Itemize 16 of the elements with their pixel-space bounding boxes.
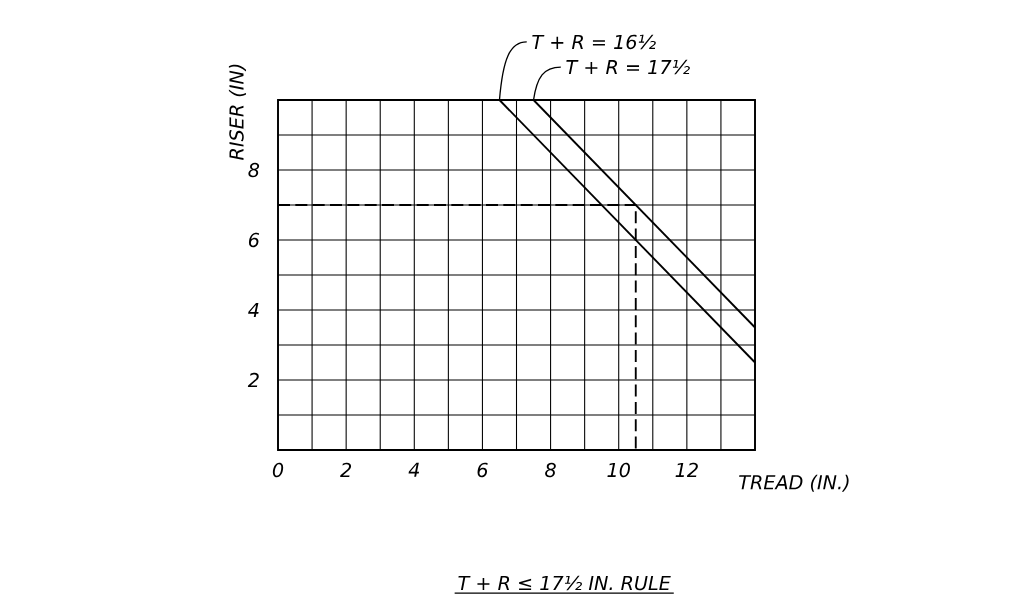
x-tick-label: 10 — [607, 462, 630, 478]
annotation: T + R = 17½ — [566, 59, 690, 75]
text: T + R ≤ 17½ IN. RULE — [458, 575, 671, 591]
x-tick-label: 12 — [675, 462, 698, 477]
y-axis-title: RISER (IN) — [228, 64, 247, 160]
x-tick-label: 2 — [340, 462, 352, 477]
x-tick-label: 0 — [272, 462, 284, 478]
x-tick-label: 4 — [408, 462, 420, 477]
x-tick-label: 8 — [545, 462, 556, 478]
annotation: T + R = 16½ — [532, 34, 656, 50]
y-tick-label: 8 — [248, 162, 260, 178]
y-tick-label: 4 — [248, 303, 259, 317]
x-axis-title: TREAD (IN.) — [739, 474, 849, 492]
y-tick-label: 6 — [248, 232, 260, 248]
y-tick-label: 2 — [247, 372, 259, 388]
x-tick-label: 6 — [477, 462, 488, 478]
